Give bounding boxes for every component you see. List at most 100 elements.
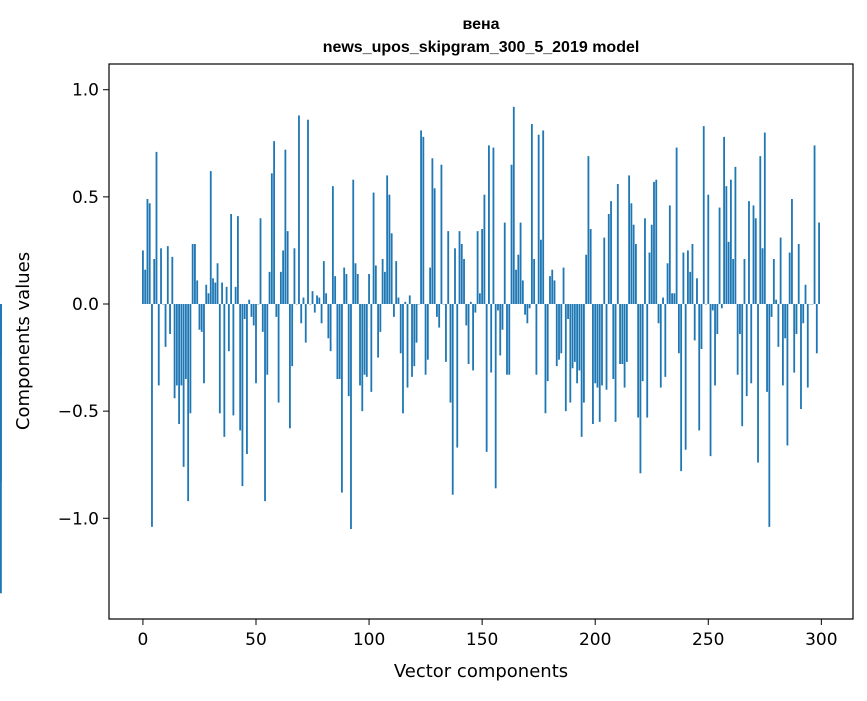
bar-120 [413, 304, 415, 366]
bar-81 [325, 293, 327, 304]
bar-237 [678, 304, 680, 353]
bar-228 [658, 304, 660, 323]
bar-90 [346, 274, 348, 304]
bar-291 [800, 304, 802, 409]
bar-57 [271, 173, 273, 304]
bar-288 [793, 304, 795, 373]
bar-213 [624, 304, 626, 388]
bar-186 [563, 268, 565, 304]
bar-171 [529, 304, 531, 308]
bar-142 [463, 259, 465, 304]
bar-64 [287, 231, 289, 304]
bar-29 [208, 293, 210, 304]
bar-88 [341, 304, 343, 493]
y-tick-label: 0.5 [72, 188, 99, 208]
bar-289 [796, 304, 798, 334]
y-tick-label: 1.0 [72, 81, 99, 101]
bar-197 [588, 156, 590, 304]
bar-216 [630, 203, 632, 304]
bar-129 [434, 188, 436, 304]
x-axis-label: Vector components [394, 661, 568, 682]
bar-222 [644, 218, 646, 304]
bar-27 [203, 304, 205, 383]
bar-232 [667, 263, 669, 304]
bar-96 [359, 304, 361, 385]
bar-240 [685, 304, 687, 450]
bar-226 [653, 182, 655, 304]
bar-258 [725, 186, 727, 304]
bar-195 [583, 304, 585, 403]
bar-140 [459, 231, 461, 304]
bar-292 [802, 304, 804, 323]
bar-189 [569, 304, 571, 403]
bar-218 [635, 244, 637, 304]
bar-206 [608, 214, 610, 304]
x-tick-label: 300 [805, 630, 837, 650]
bar-148 [477, 231, 479, 304]
bar-241 [687, 250, 689, 304]
bar-123 [420, 130, 422, 304]
bar-247 [701, 304, 703, 349]
bar-194 [581, 304, 583, 437]
x-tick-label: 150 [466, 630, 498, 650]
bar-91 [348, 304, 350, 396]
bar-103 [375, 265, 377, 304]
bar-119 [411, 304, 413, 377]
bar-121 [416, 304, 418, 343]
bar-1 [144, 270, 146, 304]
bar-204 [603, 238, 605, 304]
bar-172 [531, 124, 533, 304]
bar-182 [554, 280, 556, 304]
bar-124 [422, 137, 424, 304]
bar-116 [404, 302, 406, 304]
bar-73 [307, 120, 309, 304]
bar-137 [452, 304, 454, 495]
bar-44 [242, 304, 244, 486]
bar-155 [493, 148, 495, 304]
bar-267 [746, 304, 748, 396]
bar-270 [753, 205, 755, 304]
bar-265 [741, 304, 743, 426]
bar-110 [391, 233, 393, 304]
bar-162 [508, 304, 510, 375]
bar-284 [784, 304, 786, 338]
bar-42 [237, 216, 239, 304]
bar-132 [441, 165, 443, 304]
bars-group [0, 107, 820, 593]
bar-246 [698, 304, 700, 430]
bar-193 [578, 304, 580, 370]
bar-181 [551, 270, 553, 304]
bar-94 [355, 263, 357, 304]
bar-134 [445, 304, 447, 362]
bar-22 [192, 244, 194, 304]
bar-248 [703, 126, 705, 304]
bar-239 [682, 253, 684, 304]
bar-201 [597, 304, 599, 388]
bar-93 [352, 180, 354, 304]
bar-227 [655, 180, 657, 304]
bar-21 [190, 304, 192, 413]
bar-257 [723, 137, 725, 304]
bar-58 [273, 141, 275, 304]
x-tick-label: 50 [245, 630, 267, 650]
bar-200 [594, 304, 596, 383]
bar-66 [291, 304, 293, 366]
y-tick-label: 0.0 [72, 295, 99, 315]
bar-262 [735, 167, 737, 304]
bar-279 [773, 259, 775, 304]
x-tick-label: 100 [353, 630, 385, 650]
bar-59 [275, 304, 277, 317]
bar-40 [232, 304, 234, 415]
bar-235 [673, 293, 675, 304]
bar-112 [395, 261, 397, 304]
bar-87 [339, 304, 341, 379]
bar-37 [226, 287, 228, 304]
bar-256 [721, 304, 723, 308]
bar-50 [255, 304, 257, 383]
bar-136 [450, 304, 452, 403]
bar-286 [789, 253, 791, 304]
bar-209 [615, 304, 617, 422]
bar-184 [558, 304, 560, 360]
bar-106 [382, 259, 384, 304]
bar-141 [461, 244, 463, 304]
